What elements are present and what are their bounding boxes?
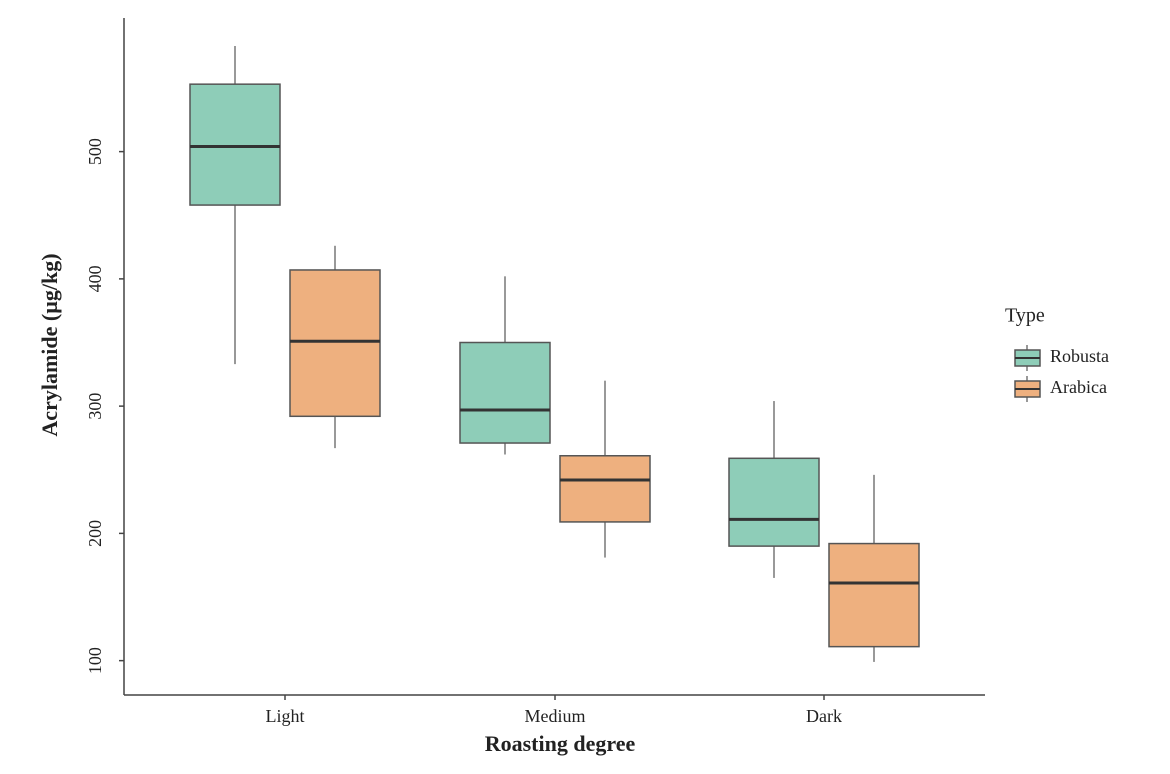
y-tick-label: 200 [85, 520, 105, 547]
box [828, 542, 920, 648]
y-tick-label: 100 [85, 647, 105, 674]
y-tick-label: 300 [85, 393, 105, 420]
legend-title: Type [1005, 305, 1045, 327]
x-tick-label: Medium [525, 706, 586, 726]
x-axis-label: Roasting degree [485, 731, 636, 756]
box [459, 341, 551, 444]
x-tick-label: Dark [806, 706, 842, 726]
box [189, 83, 281, 206]
box [289, 269, 381, 418]
y-tick-label: 400 [85, 265, 105, 292]
box [728, 457, 820, 547]
x-tick-label: Light [266, 706, 305, 726]
legend-label: Arabica [1050, 377, 1107, 397]
y-tick-label: 500 [85, 138, 105, 165]
box [559, 455, 651, 523]
y-axis-label: Acrylamide (µg/kg) [37, 253, 62, 436]
legend-label: Robusta [1050, 346, 1109, 366]
